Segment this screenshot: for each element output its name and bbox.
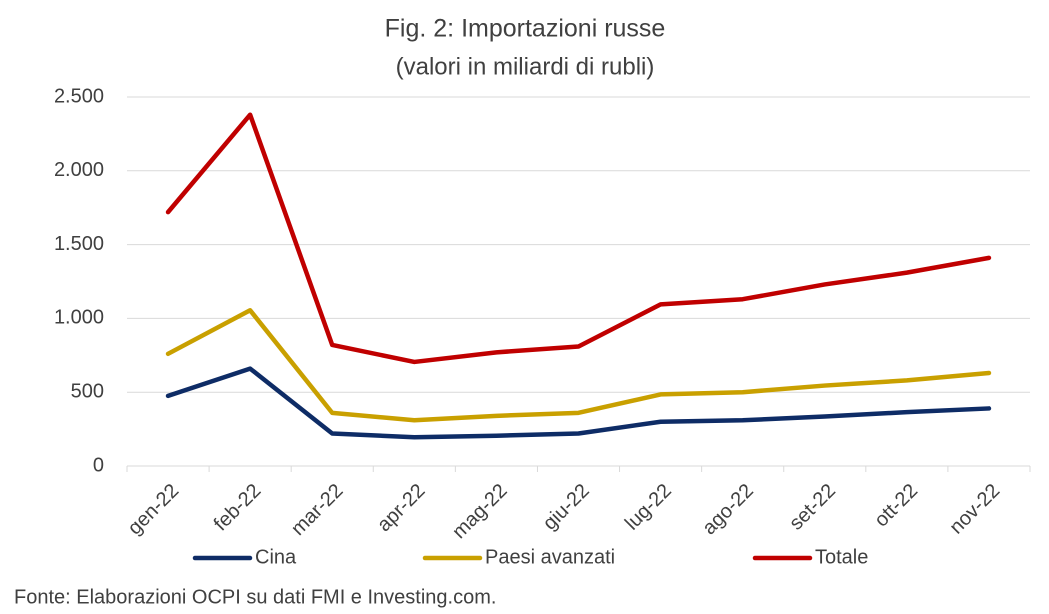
y-tick-label: 2.000	[54, 159, 104, 181]
data-line	[165, 366, 992, 440]
x-tick-label: apr-22	[373, 480, 429, 536]
x-tick-label: set-22	[785, 480, 840, 535]
x-tick-label: lug-22	[621, 480, 676, 535]
y-tick-label: 2.500	[54, 85, 104, 107]
y-tick-label: 500	[71, 380, 104, 402]
data-line	[165, 112, 992, 365]
legend-label: Cina	[255, 546, 297, 568]
x-tick-label: feb-22	[210, 480, 266, 536]
x-tick-label: mar-22	[287, 480, 347, 540]
legend-label: Paesi avanzati	[485, 546, 615, 568]
x-tick-label: giu-22	[539, 480, 594, 535]
chart-subtitle: (valori in miliardi di rubli)	[396, 53, 655, 80]
source-note: Fonte: Elaborazioni OCPI su dati FMI e I…	[14, 586, 496, 608]
y-tick-label: 0	[93, 454, 104, 476]
x-tick-label: mag-22	[448, 480, 512, 544]
y-tick-label: 1.500	[54, 233, 104, 255]
chart-title: Fig. 2: Importazioni russe	[385, 15, 666, 43]
x-tick-label: gen-22	[124, 480, 184, 540]
x-tick-label: ott-22	[870, 480, 922, 532]
x-tick-label: ago-22	[698, 480, 758, 540]
y-tick-label: 1.000	[54, 307, 104, 329]
x-tick-label: nov-22	[945, 480, 1004, 539]
legend-label: Totale	[815, 546, 868, 568]
data-line	[165, 308, 992, 423]
